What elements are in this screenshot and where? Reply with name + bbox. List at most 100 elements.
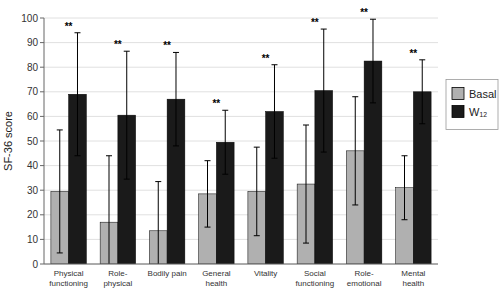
error-bar: [74, 33, 80, 156]
error-cap: [155, 181, 161, 182]
legend-swatch: [452, 88, 464, 100]
error-cap: [74, 155, 80, 156]
y-tick: [40, 67, 44, 68]
error-bar: [222, 110, 228, 174]
x-tick-label: Socialfunctioning: [296, 269, 335, 288]
chart: 0102030405060708090100Physicalfunctionin…: [0, 0, 500, 302]
error-cap: [402, 219, 408, 220]
y-axis: [44, 18, 45, 264]
error-line: [323, 29, 324, 152]
y-tick: [40, 91, 44, 92]
y-tick-label: 20: [27, 209, 39, 220]
y-tick-label: 0: [32, 259, 38, 270]
error-cap: [173, 52, 179, 53]
error-cap: [254, 235, 260, 236]
error-line: [225, 110, 226, 174]
error-cap: [402, 155, 408, 156]
error-cap: [124, 179, 130, 180]
error-bar: [321, 29, 327, 152]
label-line: Physical: [54, 269, 84, 278]
error-cap: [57, 252, 63, 253]
annotation: **: [311, 17, 319, 28]
error-line: [158, 182, 159, 264]
y-tick-label: 50: [27, 136, 39, 147]
label-line: Social: [304, 269, 326, 278]
error-line: [207, 161, 208, 227]
x-tick-label: Vitality: [254, 269, 277, 278]
error-line: [274, 65, 275, 158]
y-tick: [40, 214, 44, 215]
label-line: health: [205, 279, 227, 288]
x-tick-label: Role-emotional: [347, 269, 382, 288]
grid-line: [44, 42, 438, 43]
y-tick-label: 40: [27, 160, 39, 171]
label-line: Role-: [108, 269, 127, 278]
y-tick: [40, 165, 44, 166]
error-cap: [106, 155, 112, 156]
annotation: **: [409, 48, 417, 59]
error-line: [77, 33, 78, 156]
annotation: **: [360, 7, 368, 18]
legend: BasalW₁₂: [446, 80, 498, 130]
error-cap: [352, 204, 358, 205]
error-cap: [222, 110, 228, 111]
y-axis-label: SF-36 score: [2, 111, 14, 171]
error-cap: [222, 174, 228, 175]
label-line: Mental: [401, 269, 425, 278]
y-tick-label: 80: [27, 62, 39, 73]
x-tick-label: Bodily pain: [148, 269, 187, 278]
annotation: **: [65, 21, 73, 32]
annotation: **: [212, 98, 220, 109]
error-bar: [254, 147, 260, 236]
y-tick-label: 70: [27, 86, 39, 97]
x-axis: [44, 264, 438, 265]
y-tick-label: 90: [27, 37, 39, 48]
y-tick: [40, 116, 44, 117]
annotation: **: [262, 53, 270, 64]
legend-swatch: [452, 106, 464, 118]
y-tick: [40, 264, 44, 265]
y-tick: [40, 239, 44, 240]
error-line: [355, 97, 356, 205]
error-cap: [370, 19, 376, 20]
error-cap: [124, 51, 130, 52]
grid-line: [44, 264, 438, 265]
label-line: emotional: [347, 279, 382, 288]
annotation: **: [163, 40, 171, 51]
error-cap: [271, 158, 277, 159]
error-line: [404, 156, 405, 220]
error-line: [256, 147, 257, 236]
x-tick-label: Physicalfunctioning: [49, 269, 88, 288]
error-cap: [74, 32, 80, 33]
error-line: [175, 52, 176, 145]
x-tick-label: Role-physical: [103, 269, 132, 288]
error-line: [306, 125, 307, 243]
y-tick-label: 60: [27, 111, 39, 122]
label-line: physical: [103, 279, 132, 288]
error-cap: [321, 29, 327, 30]
error-bar: [155, 182, 161, 264]
label-line: Bodily pain: [148, 269, 187, 278]
label-line: functioning: [49, 279, 88, 288]
error-cap: [419, 59, 425, 60]
legend-label: W₁₂: [469, 106, 487, 118]
bars: [51, 19, 431, 264]
error-bar: [106, 156, 112, 264]
error-bar: [271, 65, 277, 158]
x-tick-label: Generalhealth: [202, 269, 231, 288]
y-tick-label: 100: [21, 13, 38, 24]
error-bar: [402, 156, 408, 220]
error-cap: [352, 96, 358, 97]
error-bar: [205, 161, 211, 227]
error-cap: [303, 243, 309, 244]
x-tick-label: Mentalhealth: [401, 269, 425, 288]
error-bar: [370, 19, 376, 103]
y-tick-label: 10: [27, 234, 39, 245]
y-tick: [40, 190, 44, 191]
y-tick: [40, 141, 44, 142]
error-cap: [254, 147, 260, 148]
error-bar: [124, 51, 130, 179]
error-bar: [173, 52, 179, 145]
error-bar: [57, 130, 63, 253]
error-cap: [419, 123, 425, 124]
